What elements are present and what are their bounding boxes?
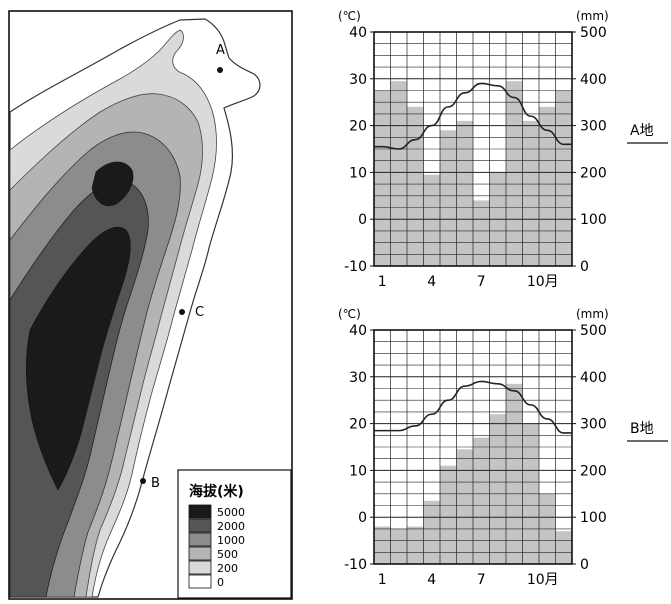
precip-tick-label: 400 xyxy=(580,72,607,88)
temp-tick-label: 40 xyxy=(349,323,367,339)
month-tick-label: 7 xyxy=(477,274,486,290)
precip-bar xyxy=(539,106,556,266)
temp-tick-label: 30 xyxy=(349,72,367,88)
temp-unit-label: (℃) xyxy=(338,307,361,321)
legend-label: 200 xyxy=(217,562,238,575)
precip-bar xyxy=(440,465,457,564)
precip-bar xyxy=(473,200,490,266)
point-b-label: B xyxy=(151,476,160,491)
month-tick-label: 4 xyxy=(427,572,436,588)
precip-bar xyxy=(423,500,440,564)
temp-tick-label: 10 xyxy=(349,463,367,479)
precip-tick-label: 0 xyxy=(580,557,589,573)
precip-tick-label: 500 xyxy=(580,25,607,41)
precip-bar xyxy=(555,90,572,266)
point-b-marker xyxy=(140,478,146,484)
land-5000m-peak xyxy=(91,161,134,207)
precip-bar xyxy=(440,130,457,266)
temp-unit-label: (℃) xyxy=(338,9,361,23)
legend-label: 5000 xyxy=(217,506,245,519)
precip-tick-label: 400 xyxy=(580,370,607,386)
precip-tick-label: 500 xyxy=(580,323,607,339)
station-label: A地 xyxy=(630,123,654,139)
temperature-line xyxy=(374,380,572,434)
legend-label: 0 xyxy=(217,576,224,589)
precip-bar xyxy=(506,81,523,266)
precip-bar xyxy=(423,174,440,266)
legend-swatch xyxy=(188,518,212,533)
legend-swatch xyxy=(188,560,212,575)
plot-frame xyxy=(373,31,573,267)
precip-bar xyxy=(555,531,572,564)
precip-tick-label: 100 xyxy=(580,212,607,228)
point-c-label: C xyxy=(195,305,204,320)
precip-bar xyxy=(374,526,391,564)
legend-label: 1000 xyxy=(217,534,245,547)
precip-tick-label: 0 xyxy=(580,259,589,275)
precip-unit-label: (mm) xyxy=(576,307,609,321)
precip-unit-label: (mm) xyxy=(576,9,609,23)
precip-bar xyxy=(374,90,391,266)
precip-bar xyxy=(407,106,424,266)
precip-bar xyxy=(390,528,407,564)
temp-tick-label: 0 xyxy=(358,212,367,228)
legend-swatch xyxy=(188,574,212,589)
temp-tick-label: 30 xyxy=(349,370,367,386)
month-tick-label: 10月 xyxy=(527,274,559,290)
temp-tick-label: 0 xyxy=(358,510,367,526)
temp-tick-label: 20 xyxy=(349,417,367,433)
legend-swatch xyxy=(188,532,212,547)
precip-bar xyxy=(522,120,539,266)
precip-tick-label: 300 xyxy=(580,417,607,433)
legend-title: 海拔(米) xyxy=(189,483,244,500)
plot-frame xyxy=(373,329,573,565)
precip-tick-label: 200 xyxy=(580,463,607,479)
precip-tick-label: 100 xyxy=(580,510,607,526)
precip-bar xyxy=(473,437,490,564)
point-c-marker xyxy=(179,309,185,315)
month-tick-label: 1 xyxy=(378,274,387,290)
land-5000m xyxy=(26,226,131,491)
temp-tick-label: -10 xyxy=(344,557,367,573)
point-a-label: A xyxy=(216,43,225,58)
temp-tick-label: 20 xyxy=(349,119,367,135)
point-a-marker xyxy=(217,67,223,73)
precip-bar xyxy=(456,120,473,266)
month-tick-label: 4 xyxy=(427,274,436,290)
precip-bar xyxy=(489,414,506,564)
legend-swatch xyxy=(188,504,212,519)
temp-tick-label: 40 xyxy=(349,25,367,41)
legend-label: 2000 xyxy=(217,520,245,533)
month-tick-label: 7 xyxy=(477,572,486,588)
precip-bar xyxy=(506,383,523,564)
precip-bar xyxy=(390,81,407,266)
precip-bar xyxy=(407,526,424,564)
temperature-line xyxy=(374,82,572,150)
temp-tick-label: -10 xyxy=(344,259,367,275)
temp-tick-label: 10 xyxy=(349,165,367,181)
legend-label: 500 xyxy=(217,548,238,561)
legend-swatch xyxy=(188,546,212,561)
precip-tick-label: 200 xyxy=(580,165,607,181)
month-tick-label: 10月 xyxy=(527,572,559,588)
station-label: B地 xyxy=(630,421,654,437)
month-tick-label: 1 xyxy=(378,572,387,588)
precip-tick-label: 300 xyxy=(580,119,607,135)
precip-bar xyxy=(456,449,473,564)
